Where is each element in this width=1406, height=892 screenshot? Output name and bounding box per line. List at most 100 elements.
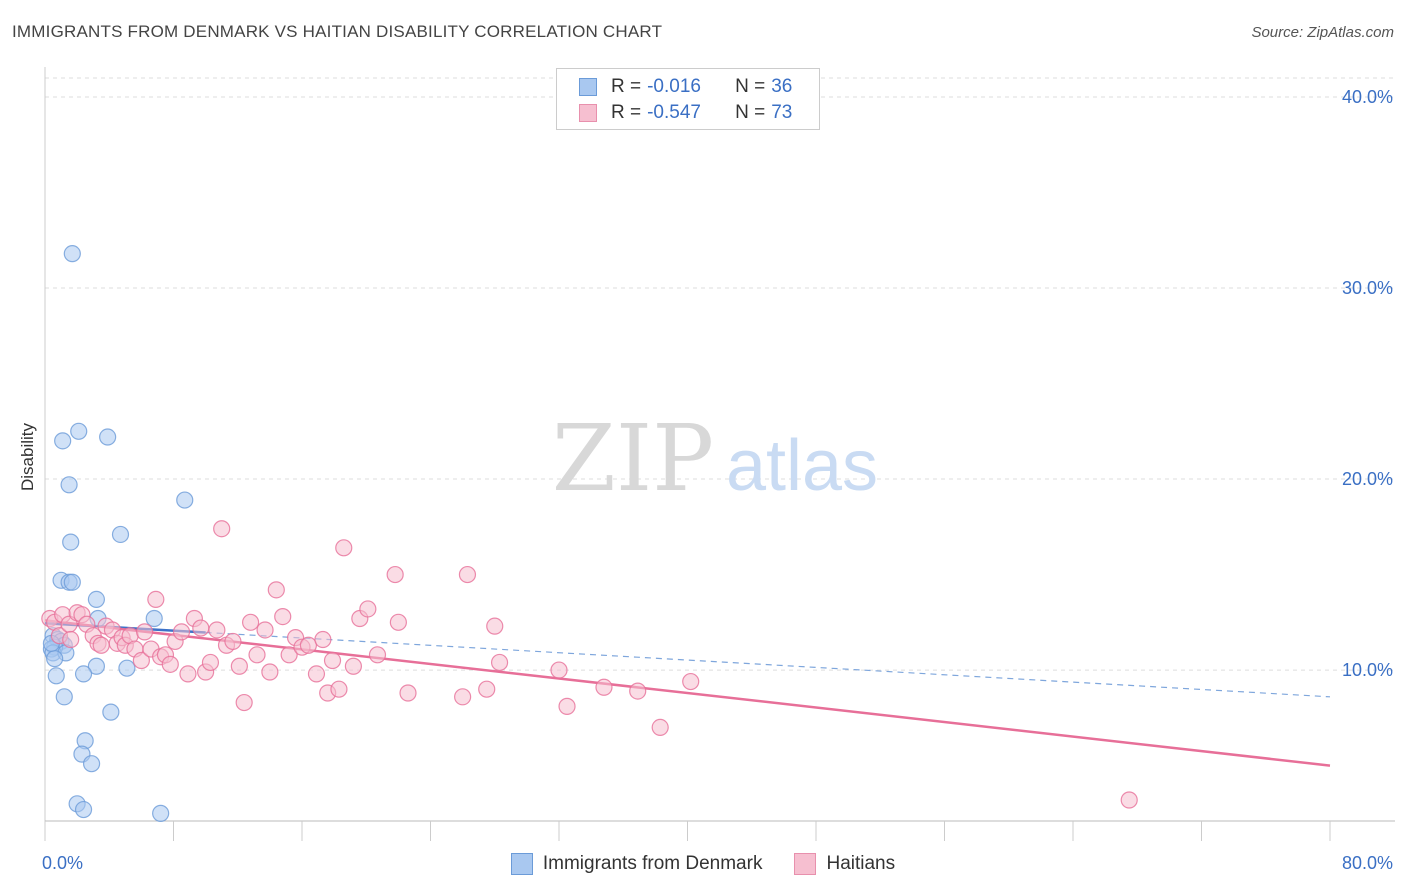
- legend-item-denmark: Immigrants from Denmark: [510, 853, 763, 875]
- x-tick-label: 80.0%: [1342, 853, 1393, 873]
- data-point: [63, 573, 81, 591]
- series-legend: Immigrants from Denmark Haitians: [0, 851, 1406, 877]
- data-point: [54, 432, 72, 450]
- grid-lines: [45, 77, 1395, 671]
- data-point: [274, 607, 292, 626]
- data-point: [486, 617, 504, 635]
- data-point: [267, 581, 285, 599]
- r-label: R =: [611, 102, 642, 123]
- data-point: [1120, 791, 1138, 809]
- data-point: [135, 623, 154, 641]
- watermark-zip: ZIP: [552, 405, 714, 512]
- chart-title: IMMIGRANTS FROM DENMARK VS HAITIAN DISAB…: [12, 22, 663, 41]
- tick-labels: 10.0% 20.0% 30.0% 40.0% 0.0% 80.0%: [42, 87, 1393, 873]
- data-point: [458, 565, 477, 584]
- data-point: [235, 693, 253, 712]
- data-point: [558, 697, 576, 715]
- data-point: [389, 613, 407, 631]
- data-point: [118, 659, 136, 677]
- data-point: [111, 525, 130, 544]
- data-point: [87, 657, 106, 675]
- data-point: [230, 657, 248, 675]
- data-point: [82, 755, 101, 773]
- r-label: R =: [611, 76, 642, 97]
- watermark: ZIP atlas: [552, 405, 878, 512]
- data-point: [335, 539, 353, 557]
- legend-swatch-denmark: [579, 78, 597, 96]
- data-point: [208, 621, 226, 639]
- data-point: [70, 422, 88, 440]
- x-tick-label: 0.0%: [42, 853, 83, 873]
- data-point: [682, 672, 700, 691]
- data-points: [41, 245, 1138, 822]
- data-point: [62, 630, 80, 649]
- data-point: [87, 590, 106, 609]
- series-haitians: [41, 520, 1138, 809]
- data-point: [74, 800, 93, 819]
- data-point: [323, 651, 342, 670]
- data-point: [99, 428, 117, 446]
- trend-line-dashed: [205, 631, 1331, 698]
- n-label: N =: [735, 76, 766, 97]
- data-point: [147, 590, 165, 609]
- data-point: [651, 718, 669, 736]
- data-point: [176, 491, 194, 509]
- data-point: [344, 657, 362, 675]
- data-point: [454, 688, 472, 706]
- data-point: [629, 682, 647, 700]
- chart-source: Source: ZipAtlas.com: [1251, 24, 1394, 41]
- correlation-legend: R = -0.016 N = 36 R = -0.547 N = 73: [556, 68, 820, 130]
- data-point: [92, 636, 110, 654]
- data-point: [224, 632, 242, 651]
- data-point: [47, 667, 65, 685]
- data-point: [62, 533, 80, 551]
- data-point: [386, 565, 404, 584]
- y-tick-label: 10.0%: [1342, 660, 1393, 680]
- trend-line-solid: [44, 619, 1331, 767]
- r-value: -0.547: [647, 102, 701, 123]
- data-point: [399, 684, 417, 702]
- data-point: [490, 653, 509, 672]
- legend-swatch-denmark: [510, 853, 533, 875]
- n-label: N =: [735, 102, 766, 123]
- data-point: [55, 688, 73, 706]
- watermark-atlas: atlas: [726, 426, 878, 506]
- n-value: 73: [771, 102, 793, 123]
- data-point: [242, 613, 260, 631]
- data-point: [63, 245, 81, 263]
- data-point: [213, 520, 231, 538]
- data-point: [74, 665, 93, 683]
- legend-row-haitians: R = -0.547 N = 73: [579, 101, 792, 125]
- data-point: [46, 650, 64, 668]
- legend-label-haitians: Haitians: [826, 853, 896, 874]
- data-point: [248, 646, 266, 664]
- data-point: [359, 600, 377, 618]
- series-denmark: [42, 245, 194, 822]
- data-point: [261, 663, 279, 681]
- data-point: [152, 804, 170, 822]
- n-value: 36: [771, 76, 793, 97]
- data-point: [145, 609, 163, 628]
- data-point: [132, 651, 150, 670]
- data-point: [307, 665, 326, 683]
- y-tick-label: 40.0%: [1342, 87, 1393, 107]
- y-tick-label: 30.0%: [1342, 278, 1393, 298]
- data-point: [478, 680, 496, 698]
- data-point: [550, 661, 568, 679]
- legend-swatch-haitians: [794, 853, 817, 875]
- axes: [44, 67, 1395, 841]
- r-value: -0.016: [647, 76, 701, 97]
- legend-row-denmark: R = -0.016 N = 36: [579, 75, 792, 99]
- y-tick-label: 20.0%: [1342, 469, 1393, 489]
- data-point: [179, 665, 197, 683]
- data-point: [299, 636, 318, 654]
- legend-label-denmark: Immigrants from Denmark: [542, 853, 763, 874]
- data-point: [314, 630, 332, 649]
- data-point: [172, 623, 191, 641]
- data-point: [192, 619, 210, 637]
- data-point: [595, 678, 613, 696]
- data-point: [368, 646, 387, 664]
- data-point: [201, 653, 220, 672]
- legend-item-haitians: Haitians: [794, 853, 895, 875]
